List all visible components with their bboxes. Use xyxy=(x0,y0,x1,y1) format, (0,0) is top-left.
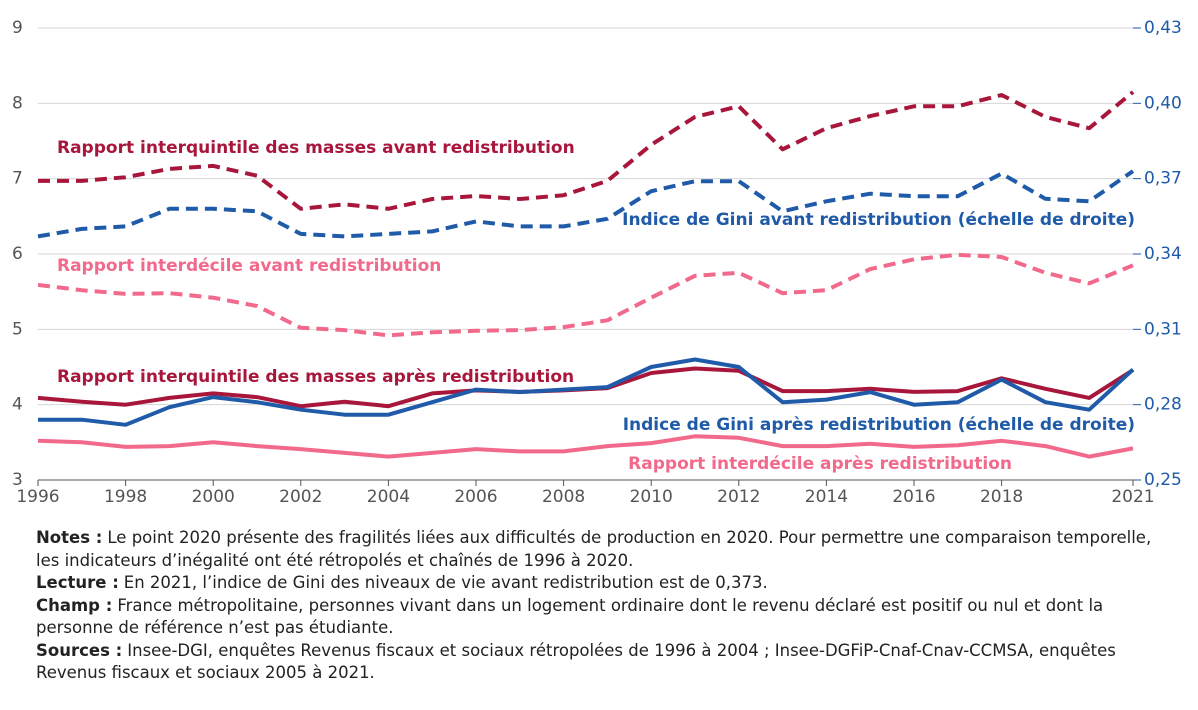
series-label: Rapport interdécile après redistribution xyxy=(628,454,1012,474)
y-tick-label: 8 xyxy=(12,93,23,113)
note: Champ : France métropolitaine, personnes … xyxy=(36,595,1156,640)
x-tick-label: 2006 xyxy=(454,487,497,507)
x-tick-label: 2010 xyxy=(630,487,673,507)
y-tick-label: 7 xyxy=(12,169,23,189)
note-label: Notes : xyxy=(36,528,103,547)
y2-tick-label: 0,28 xyxy=(1144,395,1182,415)
x-tick-label: 2000 xyxy=(192,487,235,507)
series-line xyxy=(38,357,1135,427)
y2-tick-label: 0,31 xyxy=(1144,319,1182,339)
series-label: Indice de Gini avant redistribution (éch… xyxy=(622,210,1135,230)
y-tick-label: 3 xyxy=(12,470,23,490)
note-text: France métropolitaine, personnes vivant … xyxy=(36,595,1104,638)
note-text: Le point 2020 présente des fragilités li… xyxy=(36,528,1152,570)
series-label: Indice de Gini après redistribution (éch… xyxy=(623,415,1135,435)
series-label: Rapport interquintile des masses après r… xyxy=(57,367,574,387)
note-label: Champ : xyxy=(36,595,113,615)
x-tick-label: 2002 xyxy=(279,487,322,507)
y-tick-label: 5 xyxy=(12,319,23,339)
y-tick-label: 9 xyxy=(12,18,23,38)
x-tick-label: 2012 xyxy=(717,487,760,507)
series-line xyxy=(37,434,1134,459)
series-line xyxy=(37,169,1135,239)
note-label: Lecture : xyxy=(36,573,119,592)
y-tick-label: 4 xyxy=(12,395,23,415)
x-tick-label: 2018 xyxy=(980,487,1023,507)
notes: Notes : Le point 2020 présente des fragil… xyxy=(36,527,1156,685)
y2-tick-label: 0,40 xyxy=(1144,93,1182,113)
x-tick-label: 1998 xyxy=(104,487,147,507)
note: Lecture : En 2021, l’indice de Gini des n… xyxy=(36,572,1156,595)
x-tick-label: 2021 xyxy=(1111,487,1154,507)
note-text: En 2021, l’indice de Gini des niveaux de… xyxy=(123,573,768,592)
chart: 3 4 5 6 7 8 9 0,25 0,28 0,31 0,34 0,37 0,40 0,43 1996 1… xyxy=(12,18,1182,507)
series-line xyxy=(37,252,1134,338)
series-label: Rapport interquintile des masses avant r… xyxy=(57,138,575,158)
x-tick-label: 2008 xyxy=(542,487,585,507)
y2-tick-label: 0,43 xyxy=(1144,18,1182,38)
y2-tick-label: 0,37 xyxy=(1144,169,1182,189)
note-label: Sources : xyxy=(36,640,123,660)
y2-tick-label: 0,34 xyxy=(1144,244,1182,264)
x-tick-label: 2004 xyxy=(367,487,410,507)
note-text: Insee-DGI, enquêtes Revenus fiscaux et s… xyxy=(36,640,1116,683)
series-line xyxy=(38,90,1135,211)
y-tick-label: 6 xyxy=(12,244,23,264)
note: Sources : Insee-DGI, enquêtes Revenus fis… xyxy=(36,640,1156,685)
series-label: Rapport interdécile avant redistribution xyxy=(57,256,441,276)
x-tick-label: 2016 xyxy=(892,487,935,507)
x-tick-label: 1996 xyxy=(16,487,59,507)
x-tick-label: 2014 xyxy=(805,487,848,507)
note: Notes : Le point 2020 présente des fragil… xyxy=(36,527,1156,572)
y2-tick-label: 0,25 xyxy=(1144,470,1182,490)
